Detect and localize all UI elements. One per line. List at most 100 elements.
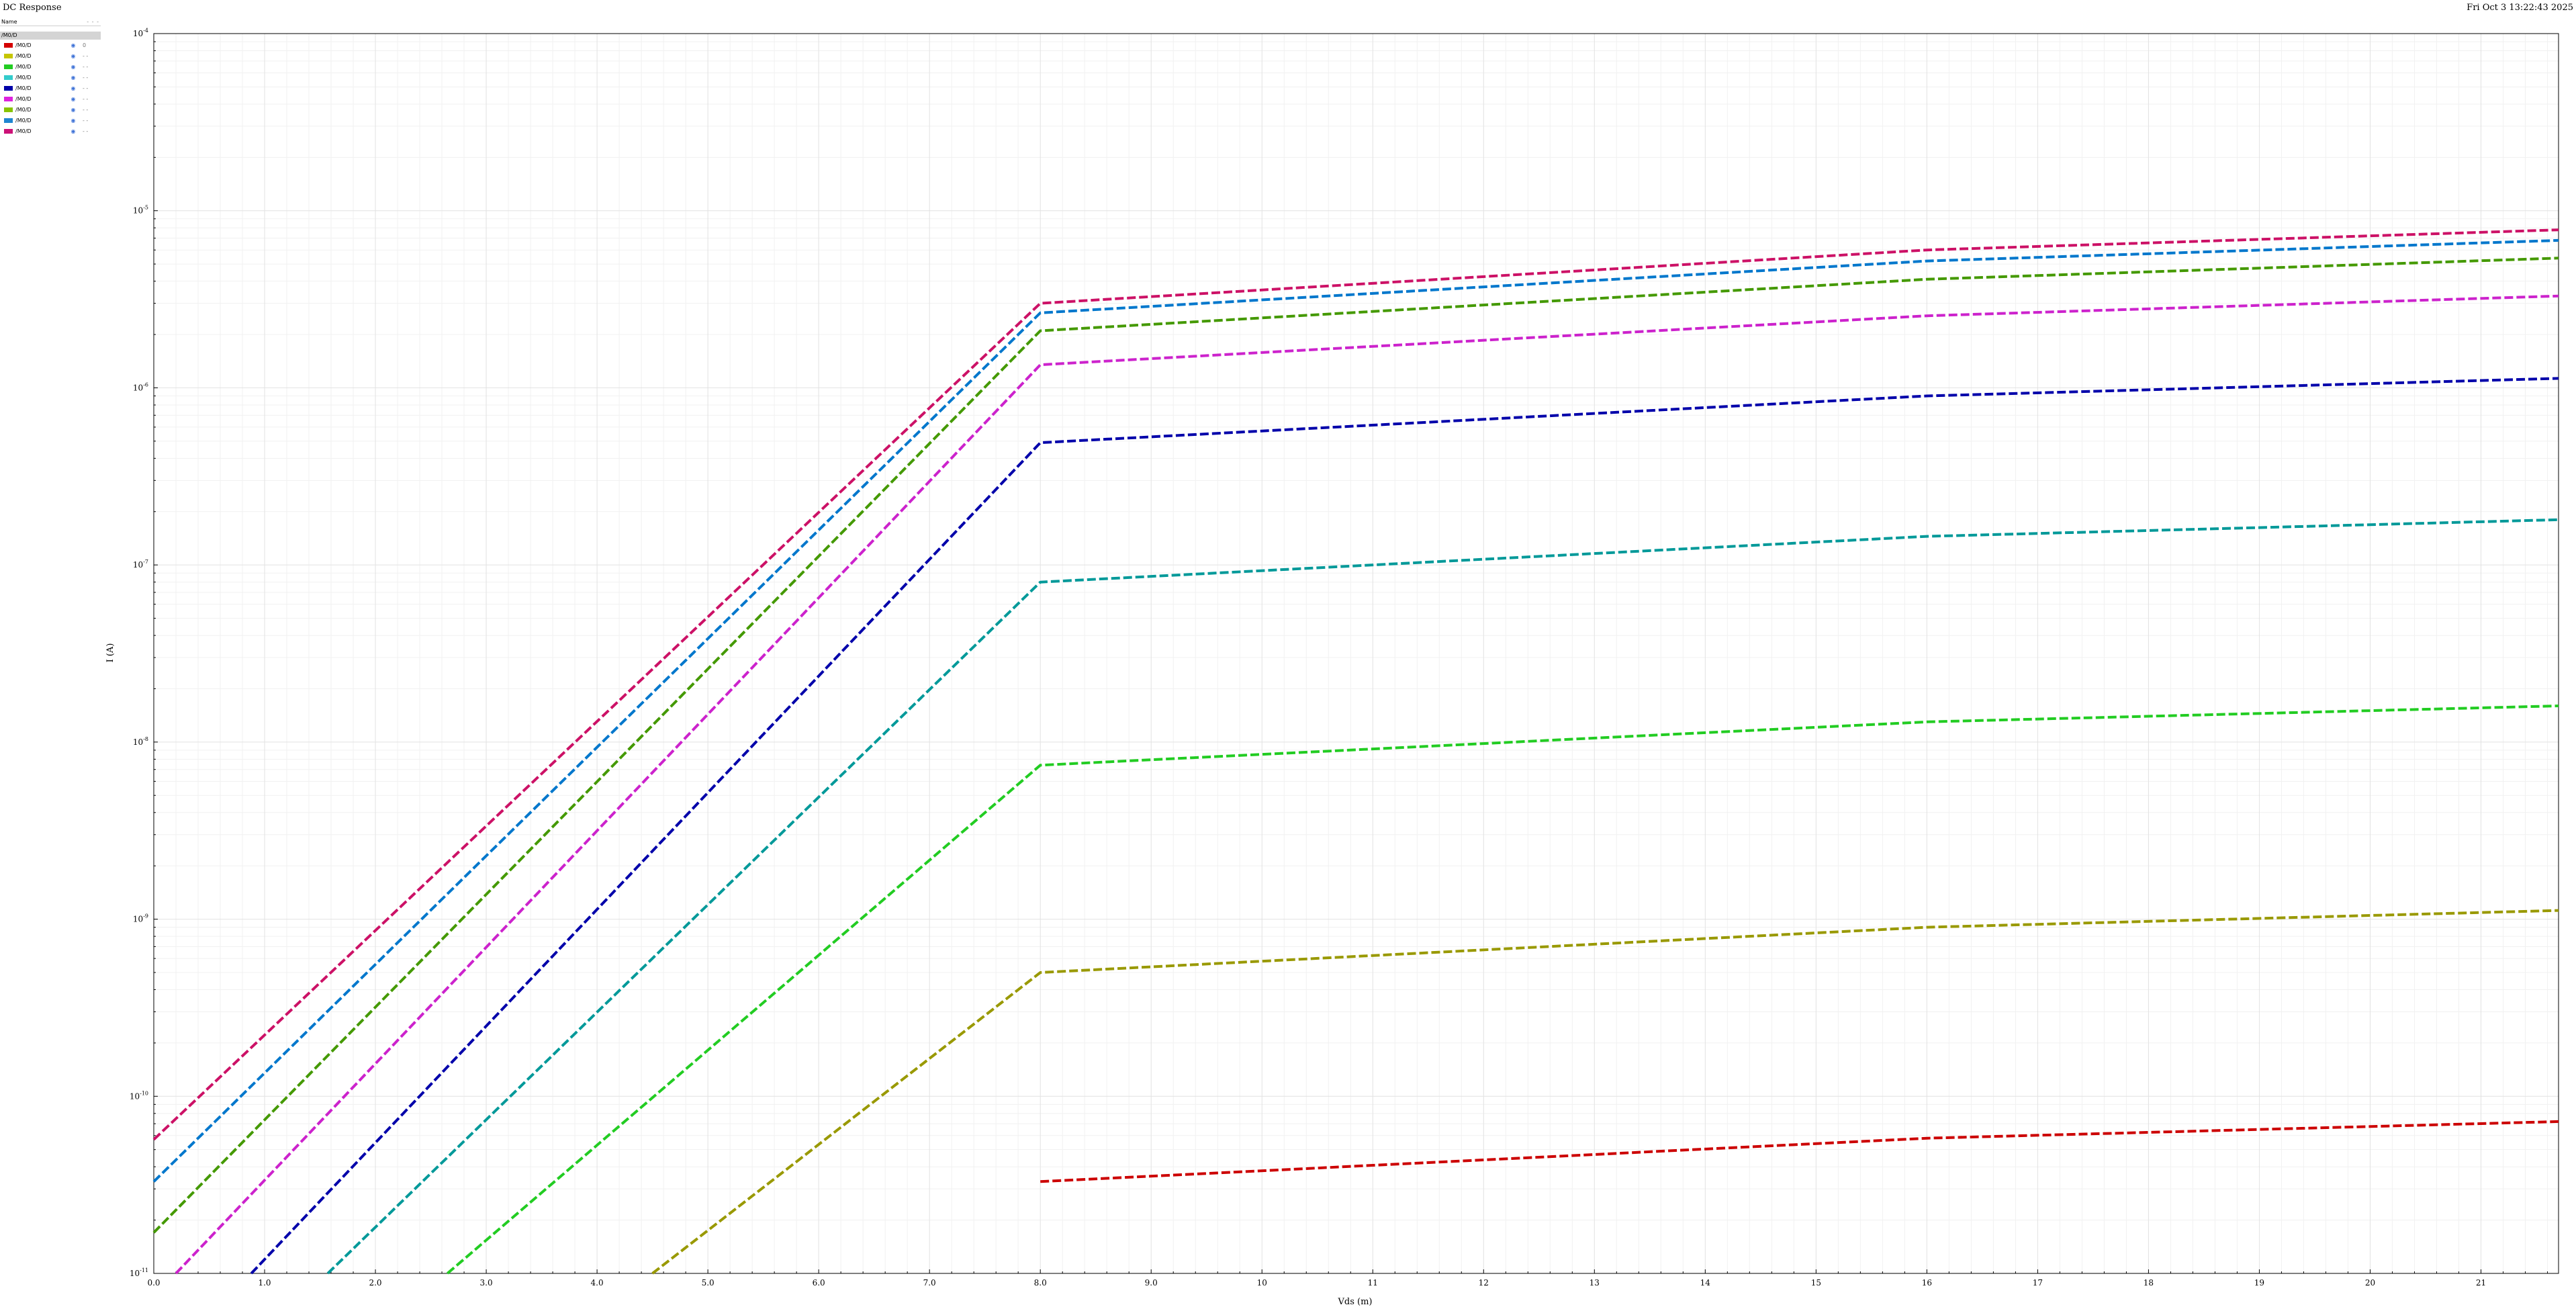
legend-item-extra: - -: [83, 117, 89, 124]
legend-item-label: /M0/D: [15, 95, 32, 102]
series-line: [152, 228, 2559, 1141]
legend-swatch: [4, 53, 13, 58]
y-tick-label: 10-5: [133, 205, 148, 216]
legend-swatch: [4, 42, 13, 48]
legend-swatch: [4, 128, 13, 134]
major-gridlines: [154, 33, 2559, 1274]
legend-item[interactable]: /M0/D ◉ - -: [0, 61, 101, 72]
series-line: [152, 238, 2559, 1183]
x-tick-label: 19: [2254, 1278, 2264, 1288]
x-tick-label: 3.0: [480, 1278, 493, 1288]
eye-icon[interactable]: ◉: [71, 63, 76, 70]
legend-group[interactable]: /M0/D: [0, 32, 101, 40]
x-tick-label: 6.0: [813, 1278, 825, 1288]
x-tick-label: 13: [1590, 1278, 1600, 1288]
legend-item[interactable]: /M0/D ◉ - -: [0, 93, 101, 104]
x-tick-label: 8.0: [1034, 1278, 1047, 1288]
legend-item-extra: - -: [83, 52, 89, 59]
legend-item-label: /M0/D: [15, 106, 32, 113]
legend-swatch: [4, 96, 13, 101]
x-tick-label: 2.0: [369, 1278, 381, 1288]
series-layer: [152, 228, 2559, 1275]
eye-icon[interactable]: ◉: [71, 106, 76, 113]
legend-item-extra: - -: [83, 128, 89, 134]
legend-item[interactable]: /M0/D ◉ - -: [0, 126, 101, 136]
x-axis-label: Vds (m): [1338, 1297, 1373, 1307]
legend-swatch: [4, 75, 13, 80]
x-tick-label: 9.0: [1145, 1278, 1158, 1288]
legend-header-name: Name: [1, 18, 17, 25]
series-line: [152, 257, 2559, 1234]
eye-icon[interactable]: ◉: [71, 95, 76, 102]
series-line: [175, 294, 2559, 1275]
series-line: [326, 518, 2559, 1275]
y-tick-label: 10-4: [133, 28, 148, 38]
legend-item-extra: - -: [83, 63, 89, 70]
legend-item-extra: 0: [83, 42, 87, 48]
legend-item-label: /M0/D: [15, 52, 32, 59]
minor-gridlines: [154, 34, 2559, 1273]
legend-swatch: [4, 107, 13, 112]
x-tick-label: 17: [2033, 1278, 2043, 1288]
y-axis-label: I (A): [105, 643, 116, 663]
x-tick-label: 12: [1479, 1278, 1489, 1288]
x-tick-label: 15: [1811, 1278, 1821, 1288]
legend-item-extra: - -: [83, 74, 89, 81]
legend-item-extra: - -: [83, 85, 89, 91]
y-tick-label: 10-6: [133, 381, 148, 392]
series-line: [446, 705, 2559, 1275]
legend-item[interactable]: /M0/D ◉ - -: [0, 115, 101, 126]
x-tick-label: 11: [1368, 1278, 1378, 1288]
x-tick-label: 21: [2476, 1278, 2486, 1288]
y-axis-ticks: 10-4 10-5 10-6 10-7 10-8 10-9 10-10 10-11: [130, 28, 158, 1278]
legend-item-label: /M0/D: [15, 74, 32, 81]
legend-panel: Name - - - /M0/D /M0/D ◉ 0/M0/D ◉ - -/M0/D ◉ -…: [0, 17, 101, 136]
eye-icon[interactable]: ◉: [71, 128, 76, 134]
legend-item-label: /M0/D: [15, 42, 32, 48]
eye-icon[interactable]: ◉: [71, 85, 76, 91]
legend-item[interactable]: /M0/D ◉ - -: [0, 104, 101, 115]
legend-header: Name - - -: [0, 17, 101, 26]
x-tick-label: 1.0: [258, 1278, 271, 1288]
y-tick-label: 10-8: [133, 736, 148, 747]
y-tick-label: 10-11: [130, 1267, 148, 1278]
legend-item-label: /M0/D: [15, 117, 32, 124]
x-tick-label: 16: [1922, 1278, 1932, 1288]
eye-icon[interactable]: ◉: [71, 52, 76, 59]
x-tick-label: 18: [2144, 1278, 2154, 1288]
legend-item[interactable]: /M0/D ◉ - -: [0, 83, 101, 93]
legend-item[interactable]: /M0/D ◉ - -: [0, 50, 101, 61]
timestamp: Fri Oct 3 13:22:43 2025: [2467, 3, 2573, 13]
series-line: [250, 377, 2559, 1275]
x-tick-label: 20: [2365, 1278, 2375, 1288]
series-line: [651, 909, 2559, 1275]
x-tick-label: 14: [1700, 1278, 1711, 1288]
legend-item-label: /M0/D: [15, 128, 32, 134]
window-title: DC Response: [3, 3, 62, 13]
legend-swatch: [4, 85, 13, 91]
x-tick-label: 4.0: [591, 1278, 604, 1288]
series-line: [1040, 1120, 2559, 1183]
legend-rows: /M0/D ◉ 0/M0/D ◉ - - /M0/D ◉ - - /M0/D ◉ - - /M0/D ◉…: [0, 40, 101, 136]
legend-item[interactable]: /M0/D ◉ - -: [0, 72, 101, 83]
x-tick-label: 0.0: [147, 1278, 160, 1288]
legend-swatch: [4, 118, 13, 123]
x-tick-label: 10: [1257, 1278, 1267, 1288]
x-tick-label: 7.0: [923, 1278, 936, 1288]
legend-item[interactable]: /M0/D ◉ 0: [0, 40, 101, 50]
y-tick-label: 10-9: [133, 913, 148, 924]
eye-icon[interactable]: ◉: [71, 74, 76, 81]
y-tick-label: 10-7: [133, 559, 148, 570]
legend-header-dashes: - - -: [87, 18, 99, 25]
eye-icon[interactable]: ◉: [71, 42, 76, 48]
legend-item-label: /M0/D: [15, 63, 32, 70]
legend-swatch: [4, 64, 13, 69]
x-axis-ticks: 0.0 1.0 2.0 3.0 4.0 5.0 6.0 7.0 8.0 9.0 10 11 12 13 14…: [147, 1269, 2548, 1288]
legend-item-label: /M0/D: [15, 85, 32, 91]
eye-icon[interactable]: ◉: [71, 117, 76, 124]
y-tick-label: 10-10: [130, 1090, 148, 1101]
legend-item-extra: - -: [83, 95, 89, 102]
x-tick-label: 5.0: [702, 1278, 715, 1288]
plot-frame: [153, 33, 2559, 1274]
